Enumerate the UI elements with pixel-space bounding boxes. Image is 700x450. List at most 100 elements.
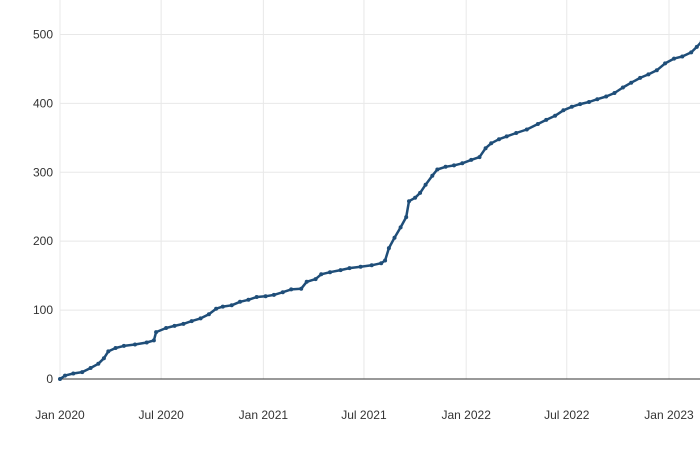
data-point [477, 155, 482, 160]
x-tick-label: Jul 2020 [138, 408, 184, 422]
data-point [164, 326, 169, 330]
label-layer: 0 100 200 300 400 500 Jan 2020 Jul 2020 Jan 2021… [33, 27, 694, 422]
series-line [58, 41, 700, 381]
data-point [663, 61, 668, 66]
data-point [172, 323, 177, 328]
data-point [113, 346, 118, 350]
y-tick-label: 300 [33, 165, 53, 179]
data-point [443, 164, 448, 169]
data-point [578, 102, 583, 107]
data-point [358, 264, 363, 269]
y-tick-label: 100 [33, 303, 53, 317]
data-point [404, 215, 409, 220]
data-point [561, 108, 566, 113]
data-point [604, 94, 609, 99]
data-point [88, 366, 93, 370]
x-tick-label: Jan 2020 [35, 408, 85, 422]
x-tick-label: Jul 2021 [341, 408, 387, 422]
data-point [328, 270, 332, 275]
data-point [254, 295, 259, 299]
data-point [313, 277, 318, 282]
data-point [289, 287, 294, 292]
data-point [524, 127, 529, 132]
data-point [407, 199, 411, 204]
data-point [672, 56, 676, 61]
x-tick-label: Jan 2021 [239, 408, 289, 422]
data-point [504, 134, 509, 139]
data-point [383, 258, 388, 263]
data-point [369, 263, 374, 268]
data-point [413, 195, 418, 200]
data-point [689, 50, 694, 55]
data-point [497, 137, 501, 142]
data-point [595, 97, 600, 102]
data-point [271, 292, 276, 297]
data-point [220, 304, 225, 309]
data-point [489, 141, 494, 146]
data-point [319, 272, 324, 277]
series-layer [58, 40, 700, 381]
data-point [198, 316, 203, 321]
data-point [71, 371, 76, 376]
data-point [694, 44, 699, 49]
data-point [392, 235, 397, 240]
data-point [101, 356, 106, 361]
data-point [423, 182, 428, 187]
data-point [620, 85, 625, 90]
y-tick-label: 0 [46, 372, 53, 386]
data-point [483, 146, 488, 151]
data-point [569, 104, 574, 109]
y-tick-label: 200 [33, 234, 53, 248]
data-point [63, 373, 67, 378]
data-point [680, 54, 685, 59]
data-point [638, 75, 643, 80]
data-point [106, 349, 111, 354]
data-point [181, 321, 186, 326]
y-tick-label: 400 [33, 96, 53, 110]
data-point [206, 312, 211, 317]
data-point [629, 80, 634, 85]
data-point [398, 225, 403, 230]
data-point [544, 117, 549, 122]
data-point [58, 377, 62, 381]
data-point [144, 340, 149, 345]
data-point [646, 72, 651, 77]
data-point [386, 246, 391, 251]
data-point [246, 297, 251, 302]
data-point [514, 131, 519, 135]
data-point [418, 190, 423, 195]
data-point [121, 343, 126, 348]
grid-layer [59, 0, 700, 379]
x-tick-label: Jan 2022 [441, 408, 491, 422]
data-point [238, 299, 242, 304]
data-point [612, 91, 617, 95]
data-point [263, 294, 268, 299]
data-point [96, 361, 101, 366]
data-point [452, 163, 456, 168]
data-point [189, 319, 194, 324]
data-point [347, 266, 352, 271]
data-point [338, 268, 343, 273]
data-point [280, 290, 285, 295]
data-point [460, 161, 465, 166]
data-point [151, 338, 156, 343]
data-point [553, 113, 558, 118]
data-point [214, 306, 219, 311]
x-tick-label: Jan 2023 [644, 408, 694, 422]
data-point [133, 342, 137, 347]
data-point [587, 100, 591, 104]
data-point [469, 157, 474, 162]
data-point [154, 330, 159, 335]
data-point [535, 122, 540, 126]
data-point [229, 303, 234, 308]
data-point [435, 167, 440, 172]
data-point [379, 261, 384, 266]
data-point [304, 279, 309, 284]
x-tick-label: Jul 2022 [544, 408, 590, 422]
data-point [80, 370, 85, 375]
data-point [654, 68, 659, 73]
y-tick-label: 500 [33, 27, 53, 41]
data-point [430, 173, 435, 178]
